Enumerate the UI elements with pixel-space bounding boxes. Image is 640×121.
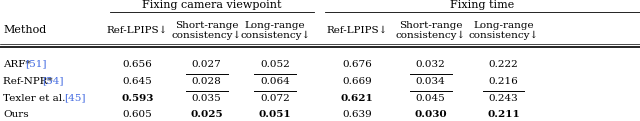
- Text: Long-range
consistency↓: Long-range consistency↓: [468, 21, 539, 40]
- Text: 0.064: 0.064: [260, 77, 290, 86]
- Text: 0.593: 0.593: [122, 94, 154, 102]
- Text: 0.222: 0.222: [489, 60, 518, 69]
- Text: 0.025: 0.025: [191, 110, 223, 119]
- Text: Fixing camera viewpoint: Fixing camera viewpoint: [142, 0, 282, 10]
- Text: Short-range
consistency↓: Short-range consistency↓: [172, 21, 242, 40]
- Text: 0.676: 0.676: [342, 60, 372, 69]
- Text: Ref-NPR*: Ref-NPR*: [3, 77, 56, 86]
- Text: [51]: [51]: [25, 60, 47, 69]
- Text: 0.645: 0.645: [123, 77, 152, 86]
- Text: 0.605: 0.605: [123, 110, 152, 119]
- Text: 0.072: 0.072: [260, 94, 290, 102]
- Text: [45]: [45]: [64, 94, 86, 102]
- Text: 0.051: 0.051: [259, 110, 291, 119]
- Text: 0.656: 0.656: [123, 60, 152, 69]
- Text: 0.211: 0.211: [487, 110, 520, 119]
- Text: 0.034: 0.034: [416, 77, 445, 86]
- Text: 0.035: 0.035: [192, 94, 221, 102]
- Text: Texler et al.: Texler et al.: [3, 94, 69, 102]
- Text: [54]: [54]: [42, 77, 64, 86]
- Text: 0.243: 0.243: [489, 94, 518, 102]
- Text: 0.621: 0.621: [340, 94, 374, 102]
- Text: Ref-LPIPS↓: Ref-LPIPS↓: [326, 26, 388, 35]
- Text: ARF*: ARF*: [3, 60, 34, 69]
- Text: 0.027: 0.027: [192, 60, 221, 69]
- Text: Fixing time: Fixing time: [451, 0, 515, 10]
- Text: 0.028: 0.028: [192, 77, 221, 86]
- Text: 0.052: 0.052: [260, 60, 290, 69]
- Text: Ours: Ours: [3, 110, 29, 119]
- Text: 0.669: 0.669: [342, 77, 372, 86]
- Text: 0.045: 0.045: [416, 94, 445, 102]
- Text: Long-range
consistency↓: Long-range consistency↓: [240, 21, 310, 40]
- Text: Ref-LPIPS↓: Ref-LPIPS↓: [107, 26, 168, 35]
- Text: 0.032: 0.032: [416, 60, 445, 69]
- Text: 0.030: 0.030: [415, 110, 447, 119]
- Text: 0.639: 0.639: [342, 110, 372, 119]
- Text: Short-range
consistency↓: Short-range consistency↓: [396, 21, 466, 40]
- Text: 0.216: 0.216: [489, 77, 518, 86]
- Text: Method: Method: [3, 25, 47, 35]
